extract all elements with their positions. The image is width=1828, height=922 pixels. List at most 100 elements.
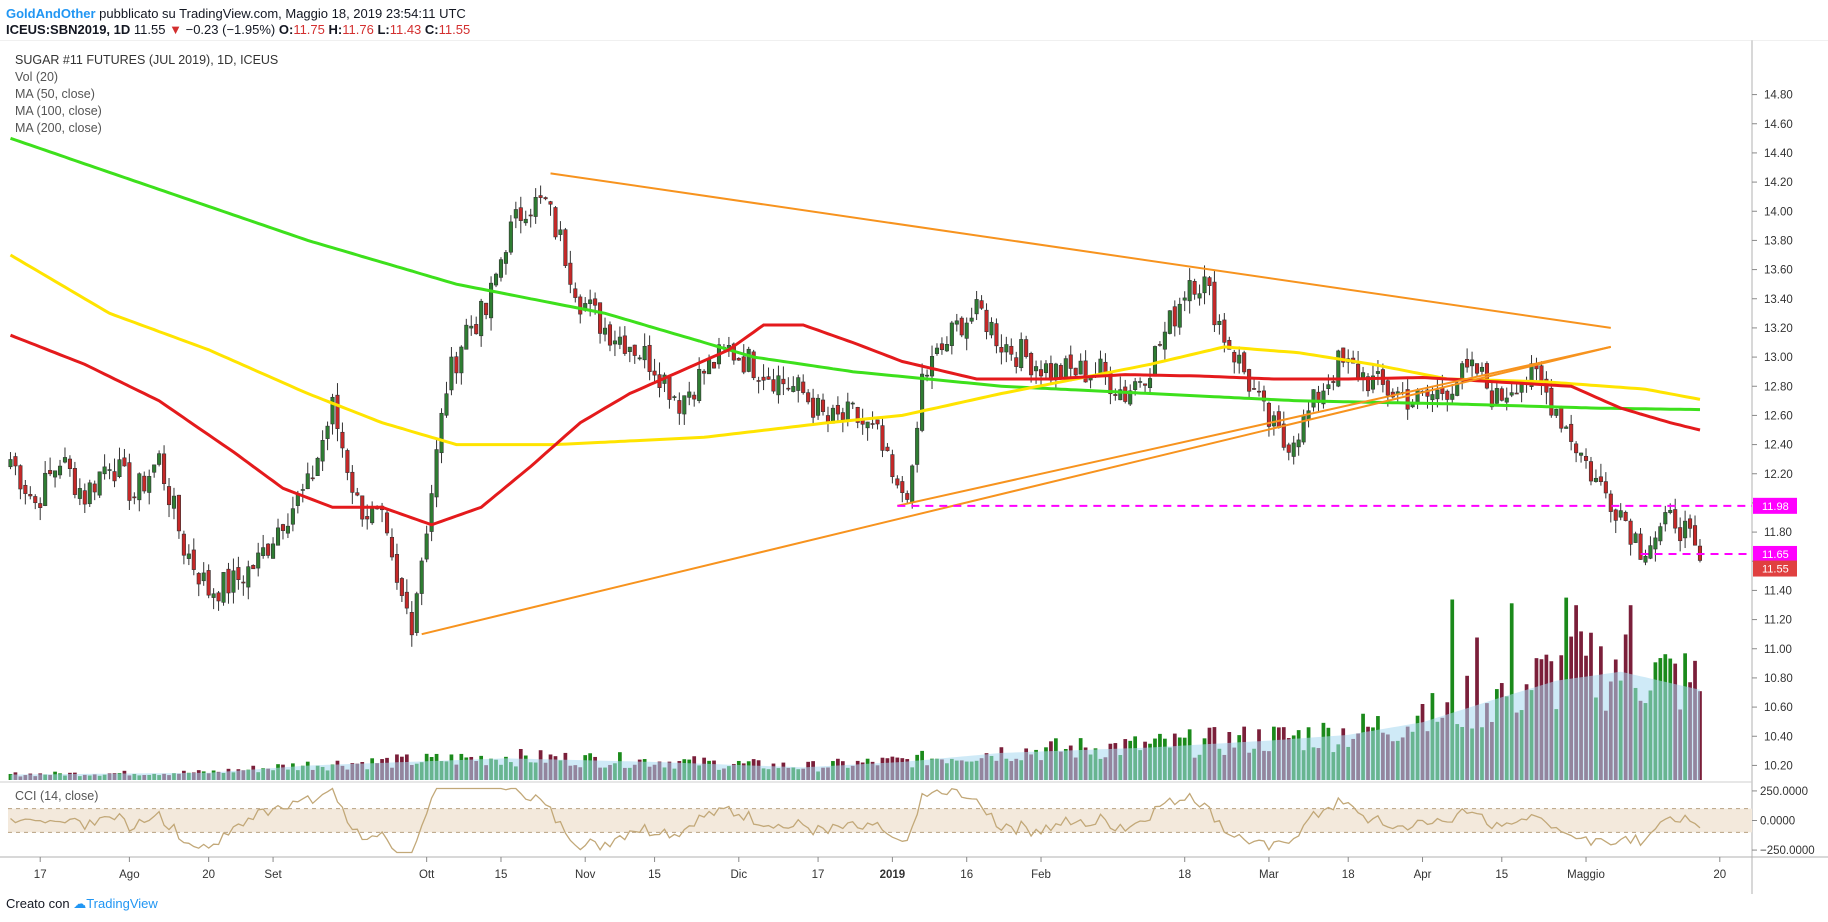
candle	[503, 252, 508, 264]
candle	[1465, 358, 1470, 368]
legend-vol[interactable]: Vol (20)	[15, 70, 59, 84]
candle	[598, 302, 603, 334]
candle	[117, 459, 122, 477]
candle	[67, 458, 72, 469]
candle	[424, 533, 429, 560]
candle	[1266, 402, 1271, 427]
candle	[672, 396, 677, 398]
candle	[1296, 439, 1301, 448]
candle	[622, 335, 627, 354]
close-label: C:	[424, 22, 439, 37]
candle	[439, 412, 444, 454]
legend-ma200[interactable]: MA (200, close)	[15, 121, 102, 135]
candle	[1058, 365, 1063, 379]
legend-ma50[interactable]: MA (50, close)	[15, 87, 95, 101]
candle	[1326, 384, 1331, 389]
candle	[835, 404, 840, 415]
candle	[1177, 303, 1182, 328]
price-tick-label: 13.80	[1764, 235, 1793, 247]
candle	[617, 336, 622, 345]
high-value: 11.76	[342, 22, 374, 37]
candle	[1365, 376, 1371, 392]
candle	[1653, 537, 1658, 550]
candle	[261, 547, 266, 556]
candle	[1504, 397, 1509, 403]
candle	[1336, 350, 1341, 387]
cci-line	[10, 787, 1701, 854]
candle	[493, 273, 499, 286]
ma100-line	[9, 253, 1701, 447]
candle	[241, 581, 246, 584]
candle	[152, 464, 157, 473]
candle	[8, 459, 13, 468]
candle	[350, 471, 355, 493]
candle	[1673, 509, 1678, 529]
candle	[1073, 367, 1078, 376]
candle	[489, 282, 494, 319]
candle	[1692, 525, 1698, 546]
author-name[interactable]: GoldAndOther	[6, 6, 96, 21]
price-tick-label: 13.00	[1764, 352, 1793, 364]
candle	[1187, 280, 1192, 302]
candle	[191, 549, 196, 570]
candle	[1663, 512, 1668, 525]
volume-bar	[8, 773, 13, 780]
candle	[1370, 375, 1376, 390]
price-change: −0.23 (−1.95%)	[185, 22, 276, 37]
candle	[18, 465, 23, 490]
candle	[1569, 423, 1574, 442]
candle	[1435, 389, 1440, 400]
candle	[28, 494, 33, 497]
time-tick-label: Feb	[1031, 869, 1051, 881]
candle	[1593, 477, 1598, 482]
candle	[1608, 493, 1613, 512]
candle	[33, 496, 38, 504]
candle	[13, 456, 18, 467]
price-chart[interactable]: 14.80 14.60 14.40 14.20 14.00 13.80 13.60 13.40…	[0, 40, 1828, 894]
candle	[196, 573, 201, 585]
candle	[1167, 310, 1172, 334]
candle	[181, 533, 186, 556]
candle	[934, 347, 940, 354]
candle	[652, 370, 657, 376]
candle	[885, 446, 890, 452]
candle	[171, 495, 177, 509]
candle	[1331, 381, 1336, 383]
trend-line	[550, 172, 1611, 329]
candle	[246, 566, 251, 588]
candle	[1063, 358, 1068, 380]
candle	[1143, 383, 1148, 386]
candle	[1157, 344, 1162, 346]
candle	[132, 496, 137, 499]
time-tick-label: 20	[202, 869, 215, 881]
candle	[1474, 363, 1480, 374]
candle	[920, 373, 925, 431]
ma50-line	[9, 323, 1701, 527]
candle	[949, 322, 954, 346]
candle	[275, 527, 281, 546]
high-label: H:	[328, 22, 343, 37]
candle	[176, 494, 181, 532]
candle	[444, 393, 449, 416]
candle	[568, 262, 573, 285]
tradingview-logo-icon[interactable]: ☁	[73, 896, 87, 911]
candle	[910, 465, 915, 503]
candle	[122, 457, 127, 467]
candle	[1470, 359, 1475, 367]
candle	[216, 592, 221, 602]
candle	[766, 376, 771, 380]
price-tick-label: 12.60	[1764, 410, 1793, 422]
candle	[820, 399, 826, 412]
candle	[1222, 319, 1227, 343]
legend-ma100[interactable]: MA (100, close)	[15, 104, 102, 118]
candle	[479, 300, 484, 337]
candle	[954, 320, 959, 325]
tradingview-link[interactable]: TradingView	[86, 896, 158, 911]
candle	[1212, 281, 1217, 326]
candle	[394, 554, 399, 583]
candle	[449, 356, 454, 391]
cci-legend[interactable]: CCI (14, close)	[15, 789, 99, 803]
candle	[964, 322, 969, 339]
time-tick-label: Set	[264, 869, 282, 881]
candle	[107, 469, 112, 471]
